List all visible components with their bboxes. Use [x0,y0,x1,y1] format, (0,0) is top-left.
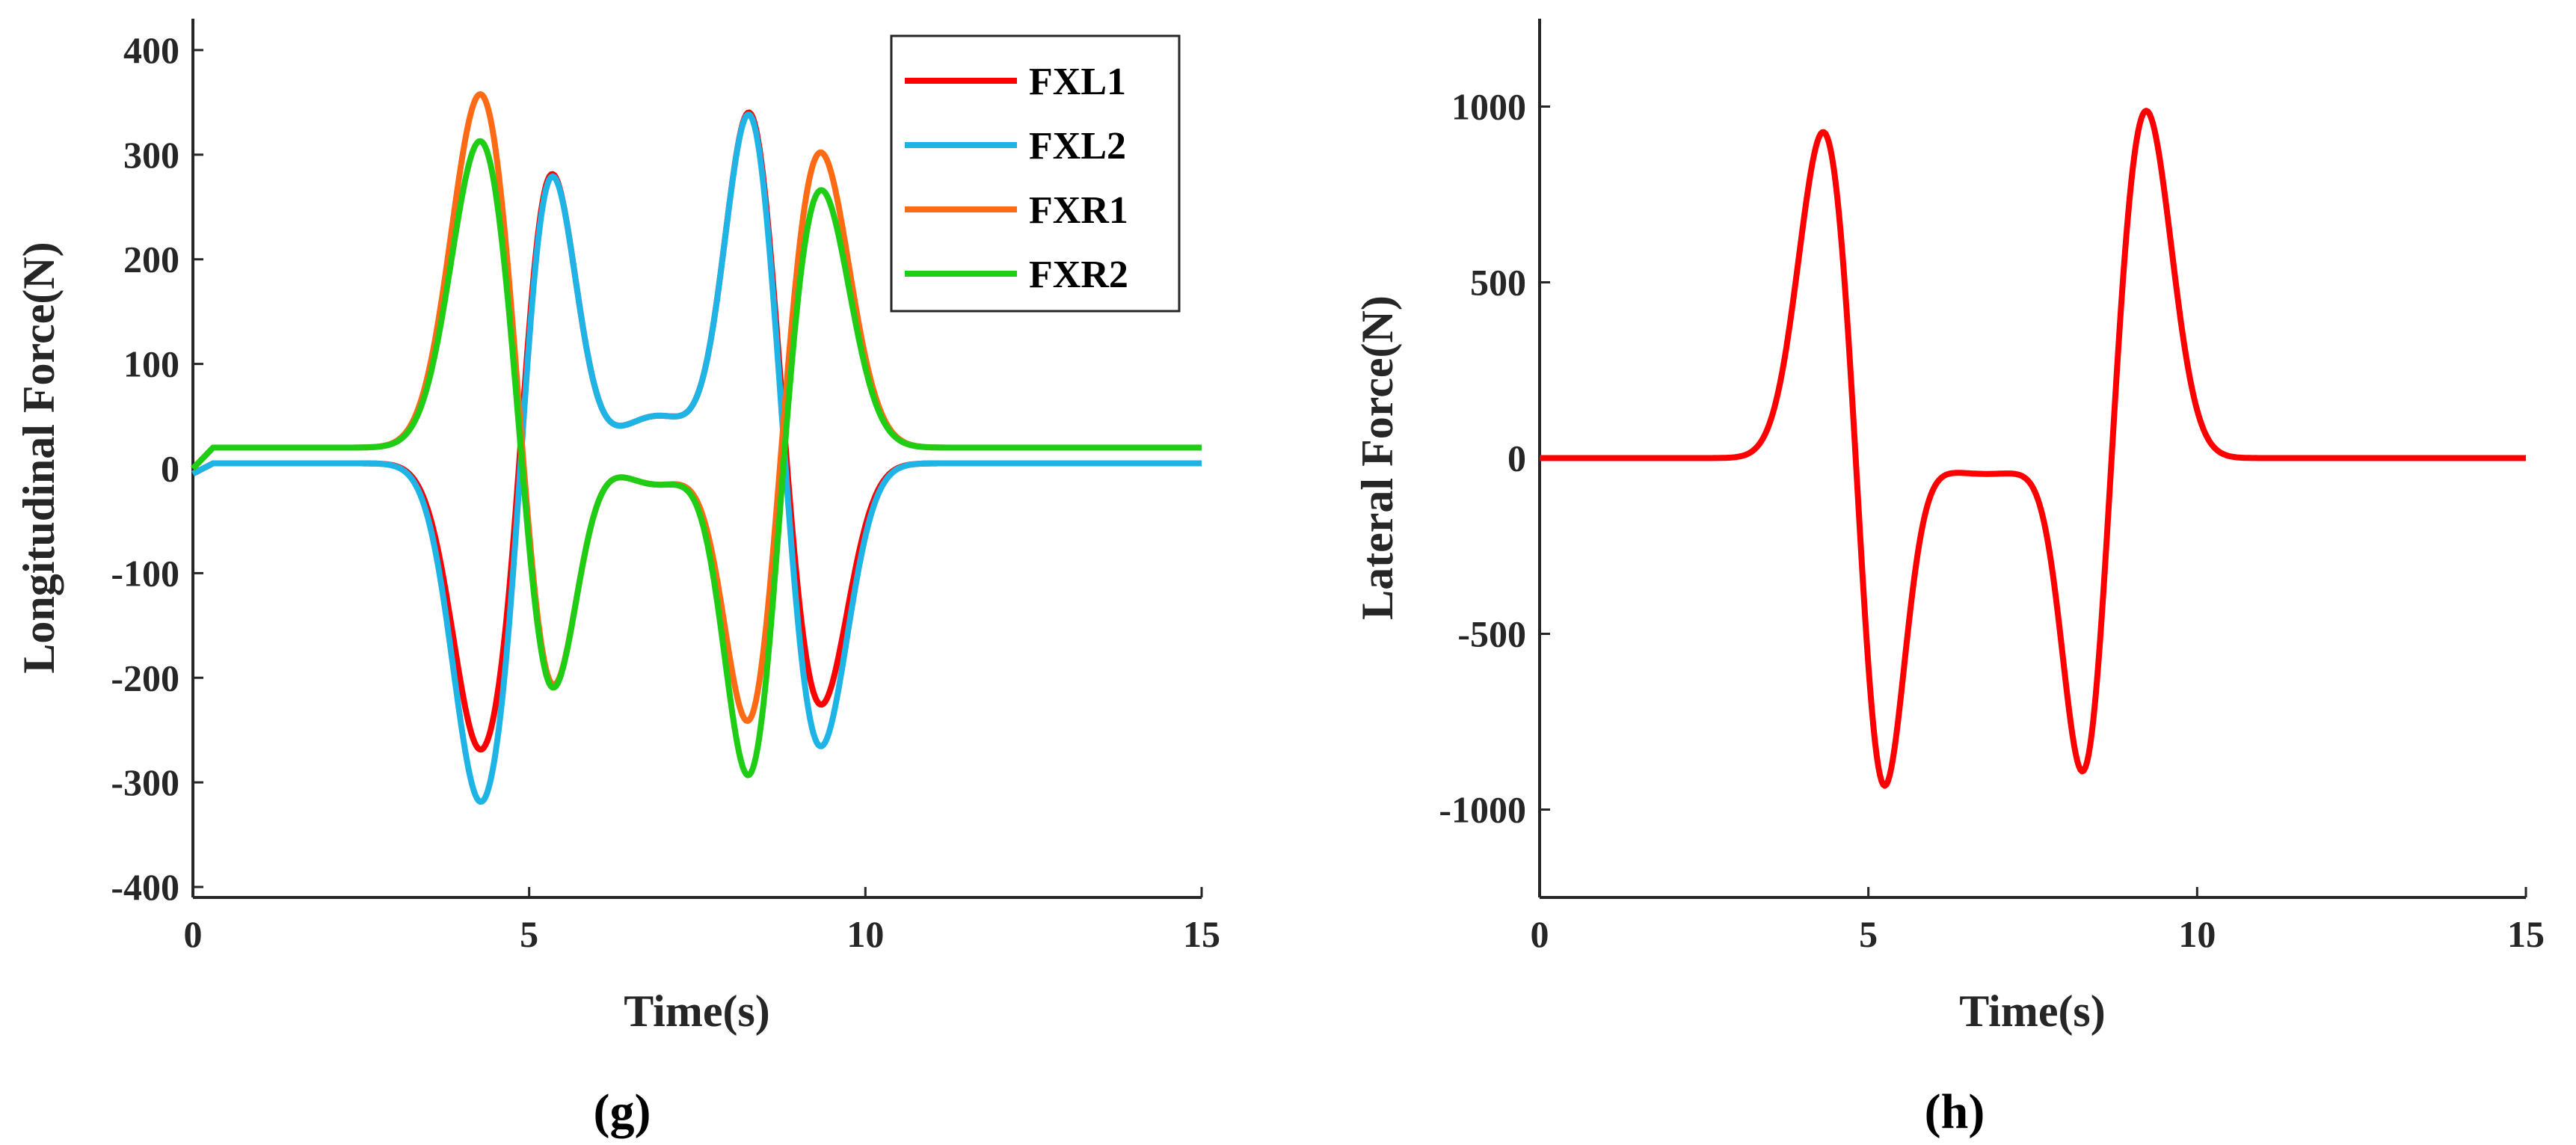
chart-g-xlabel: Time(s) [624,986,770,1036]
y-tick-label: -300 [111,761,179,803]
x-tick-label: 0 [1531,913,1549,955]
y-tick-label: 200 [123,239,179,280]
x-tick-label: 0 [184,913,203,955]
chart-h-xlabel: Time(s) [1959,986,2106,1036]
y-tick-label: -100 [111,552,179,594]
y-tick-label: -500 [1457,613,1526,655]
chart-h: 1000 500 0 -500 -1000 0 5 10 15 Time(s) Lateral… [1353,19,2545,1139]
chart-h-panel-label: (h) [1925,1084,1985,1139]
chart-g-panel-label: (g) [594,1084,651,1139]
y-tick-label: -200 [111,657,179,699]
chart-g: 400 300 200 100 0 -100 -200 -300 -400 0 5 10 15 Tim… [14,19,1220,1139]
x-tick-label: 15 [1183,913,1220,955]
legend-box [890,34,1181,313]
legend-label-fxr2: FXR2 [1029,254,1128,296]
chart-h-ylabel: Lateral Force(N) [1353,295,1402,620]
y-tick-label: 0 [1507,438,1526,479]
y-tick-label: -1000 [1439,789,1526,831]
y-tick-label: 500 [1470,262,1526,304]
x-tick-label: 15 [2507,913,2545,955]
legend-label-fxl2: FXL2 [1029,125,1126,168]
x-tick-label: 5 [1859,913,1878,955]
series-line-lateral-force [1538,108,2527,789]
y-tick-label: -400 [111,866,179,908]
series-line-fxr2 [191,138,1203,779]
legend-label-fxr1: FXR1 [1029,189,1128,232]
chart-g-ylabel: Longitudinal Force(N) [14,242,64,673]
y-tick-label: 0 [161,447,179,489]
y-tick-label: 400 [123,29,179,71]
chart-g-legend: FXL1 FXL2 FXR1 FXR2 [890,34,1181,313]
y-tick-label: 300 [123,134,179,176]
y-tick-label: 100 [123,343,179,385]
x-tick-label: 10 [2178,913,2216,955]
x-tick-label: 5 [520,913,538,955]
series-line-fxl2 [191,111,1203,805]
y-tick-label: 1000 [1451,86,1526,128]
x-tick-label: 10 [846,913,884,955]
legend-label-fxl1: FXL1 [1029,61,1126,103]
